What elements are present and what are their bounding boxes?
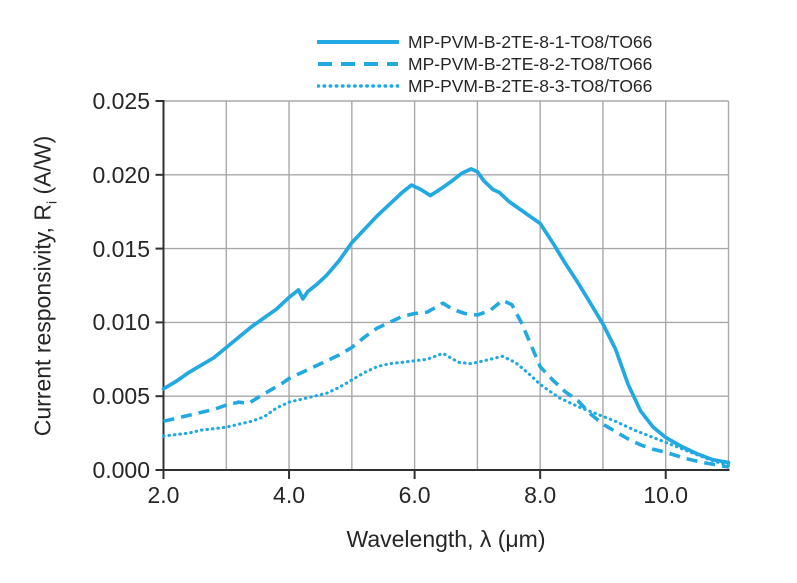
x-tick-label: 2.0 — [147, 482, 180, 508]
dashed-line-swatch — [318, 62, 398, 66]
solid-line-swatch — [317, 40, 399, 44]
legend-item-series-1: MP-PVM-B-2TE-8-1-TO8/TO66 — [317, 31, 652, 53]
x-tick-label: 10.0 — [643, 482, 689, 508]
legend: MP-PVM-B-2TE-8-1-TO8/TO66 MP-PVM-B-2TE-8… — [317, 31, 652, 97]
legend-label-series-2: MP-PVM-B-2TE-8-2-TO8/TO66 — [408, 53, 653, 74]
y-axis-title-subscript: i — [44, 200, 61, 205]
x-tick-label: 4.0 — [273, 482, 306, 508]
x-axis-title: Wavelength, λ (μm) — [346, 526, 546, 552]
series-dashed-line — [163, 298, 729, 469]
y-tick-label: 0.010 — [92, 309, 150, 336]
y-tick-label: 0.015 — [92, 235, 150, 262]
y-tick-label: 0.025 — [92, 88, 150, 114]
y-tick-label: 0.020 — [92, 161, 150, 188]
series-dotted-line — [161, 351, 731, 468]
series-solid-line — [161, 167, 731, 465]
legend-item-series-2: MP-PVM-B-2TE-8-2-TO8/TO66 — [317, 53, 652, 75]
x-tick-label: 6.0 — [398, 482, 431, 508]
legend-item-series-3: MP-PVM-B-2TE-8-3-TO8/TO66 — [317, 75, 652, 97]
legend-label-series-1: MP-PVM-B-2TE-8-1-TO8/TO66 — [408, 31, 653, 52]
y-tick-label: 0.005 — [92, 383, 150, 410]
dotted-line-swatch — [317, 84, 399, 88]
y-tick-label: 0.000 — [92, 457, 150, 483]
legend-label-series-3: MP-PVM-B-2TE-8-3-TO8/TO66 — [408, 75, 653, 96]
x-tick-label: 8.0 — [524, 482, 557, 508]
